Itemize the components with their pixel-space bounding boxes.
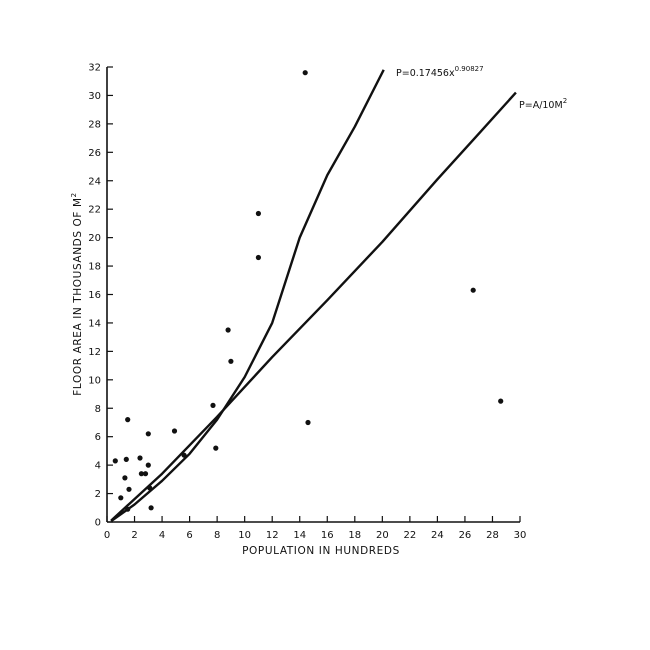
x-tick-label: 2 [131,530,137,541]
annotations: P=0.17456x0.90827 P=A/10M2 [396,65,567,111]
y-tick-label: 18 [88,262,101,273]
power-fit-label: P=0.17456x0.90827 [396,65,484,79]
x-tick-label: 22 [403,530,416,541]
data-point [137,455,143,461]
data-point [181,452,187,458]
data-point [210,402,216,408]
y-axis-title: FLOOR AREA IN THOUSANDS OF M2 [70,192,84,395]
x-tick-label: 12 [266,530,279,541]
data-point [255,210,261,217]
x-tick-label: 20 [376,530,389,541]
data-point [112,458,118,464]
data-point [171,428,178,434]
linear-fit-line [110,91,517,522]
y-tick-label: 8 [95,404,101,415]
axes: 0 2 4 6 8 10 12 14 16 18 20 22 24 26 28 300246810121416… [88,63,526,542]
x-tick-label: 4 [159,530,165,541]
data-point [125,506,131,512]
data-points [112,70,504,512]
y-tick-label: 28 [88,119,101,130]
y-tick-label: 10 [88,375,101,386]
data-point [302,70,308,76]
data-point [147,485,153,491]
data-point [142,471,149,477]
data-point [123,456,129,462]
y-tick-label: 32 [88,63,101,74]
data-point [213,445,219,451]
x-tick-label: 24 [431,530,444,541]
x-tick-label: 0 [104,530,110,541]
y-tick-label: 26 [88,148,101,159]
data-point [118,495,124,501]
y-tick-label: 24 [88,176,101,187]
x-tick-label: 28 [486,530,499,541]
y-tick-label: 12 [88,347,101,358]
data-point [255,254,261,261]
linear-fit-label: P=A/10M2 [519,97,567,111]
data-point [228,358,234,364]
data-point [145,431,151,437]
x-tick-label: 14 [293,530,306,541]
y-tick-label: 16 [88,290,101,301]
data-point [470,287,476,293]
data-point [145,462,151,468]
x-tick-label: 30 [514,530,527,541]
y-tick-label: 4 [95,461,101,472]
data-point [125,417,131,423]
x-tick-label: 6 [186,530,192,541]
x-axis-title: POPULATION IN HUNDREDS [242,545,400,557]
data-point [138,471,144,477]
y-tick-label: 30 [88,91,101,102]
y-tick-label: 20 [88,233,101,244]
data-point [126,486,132,492]
fit-lines [110,69,517,523]
data-point [148,505,154,511]
data-point [498,398,504,404]
y-tick-label: 22 [88,205,101,216]
power-fit-line [110,69,385,523]
x-tick-label: 8 [214,530,220,541]
y-tick-label: 0 [95,518,101,529]
x-tick-label: 10 [238,530,251,541]
y-tick-label: 6 [95,432,101,443]
x-tick-label: 18 [348,530,361,541]
y-tick-label: 14 [88,318,101,329]
data-point [122,475,128,481]
x-tick-label: 26 [459,530,472,541]
data-point [225,327,231,333]
data-point [305,419,311,426]
x-tick-label: 16 [321,530,334,541]
y-tick-label: 2 [95,489,101,500]
